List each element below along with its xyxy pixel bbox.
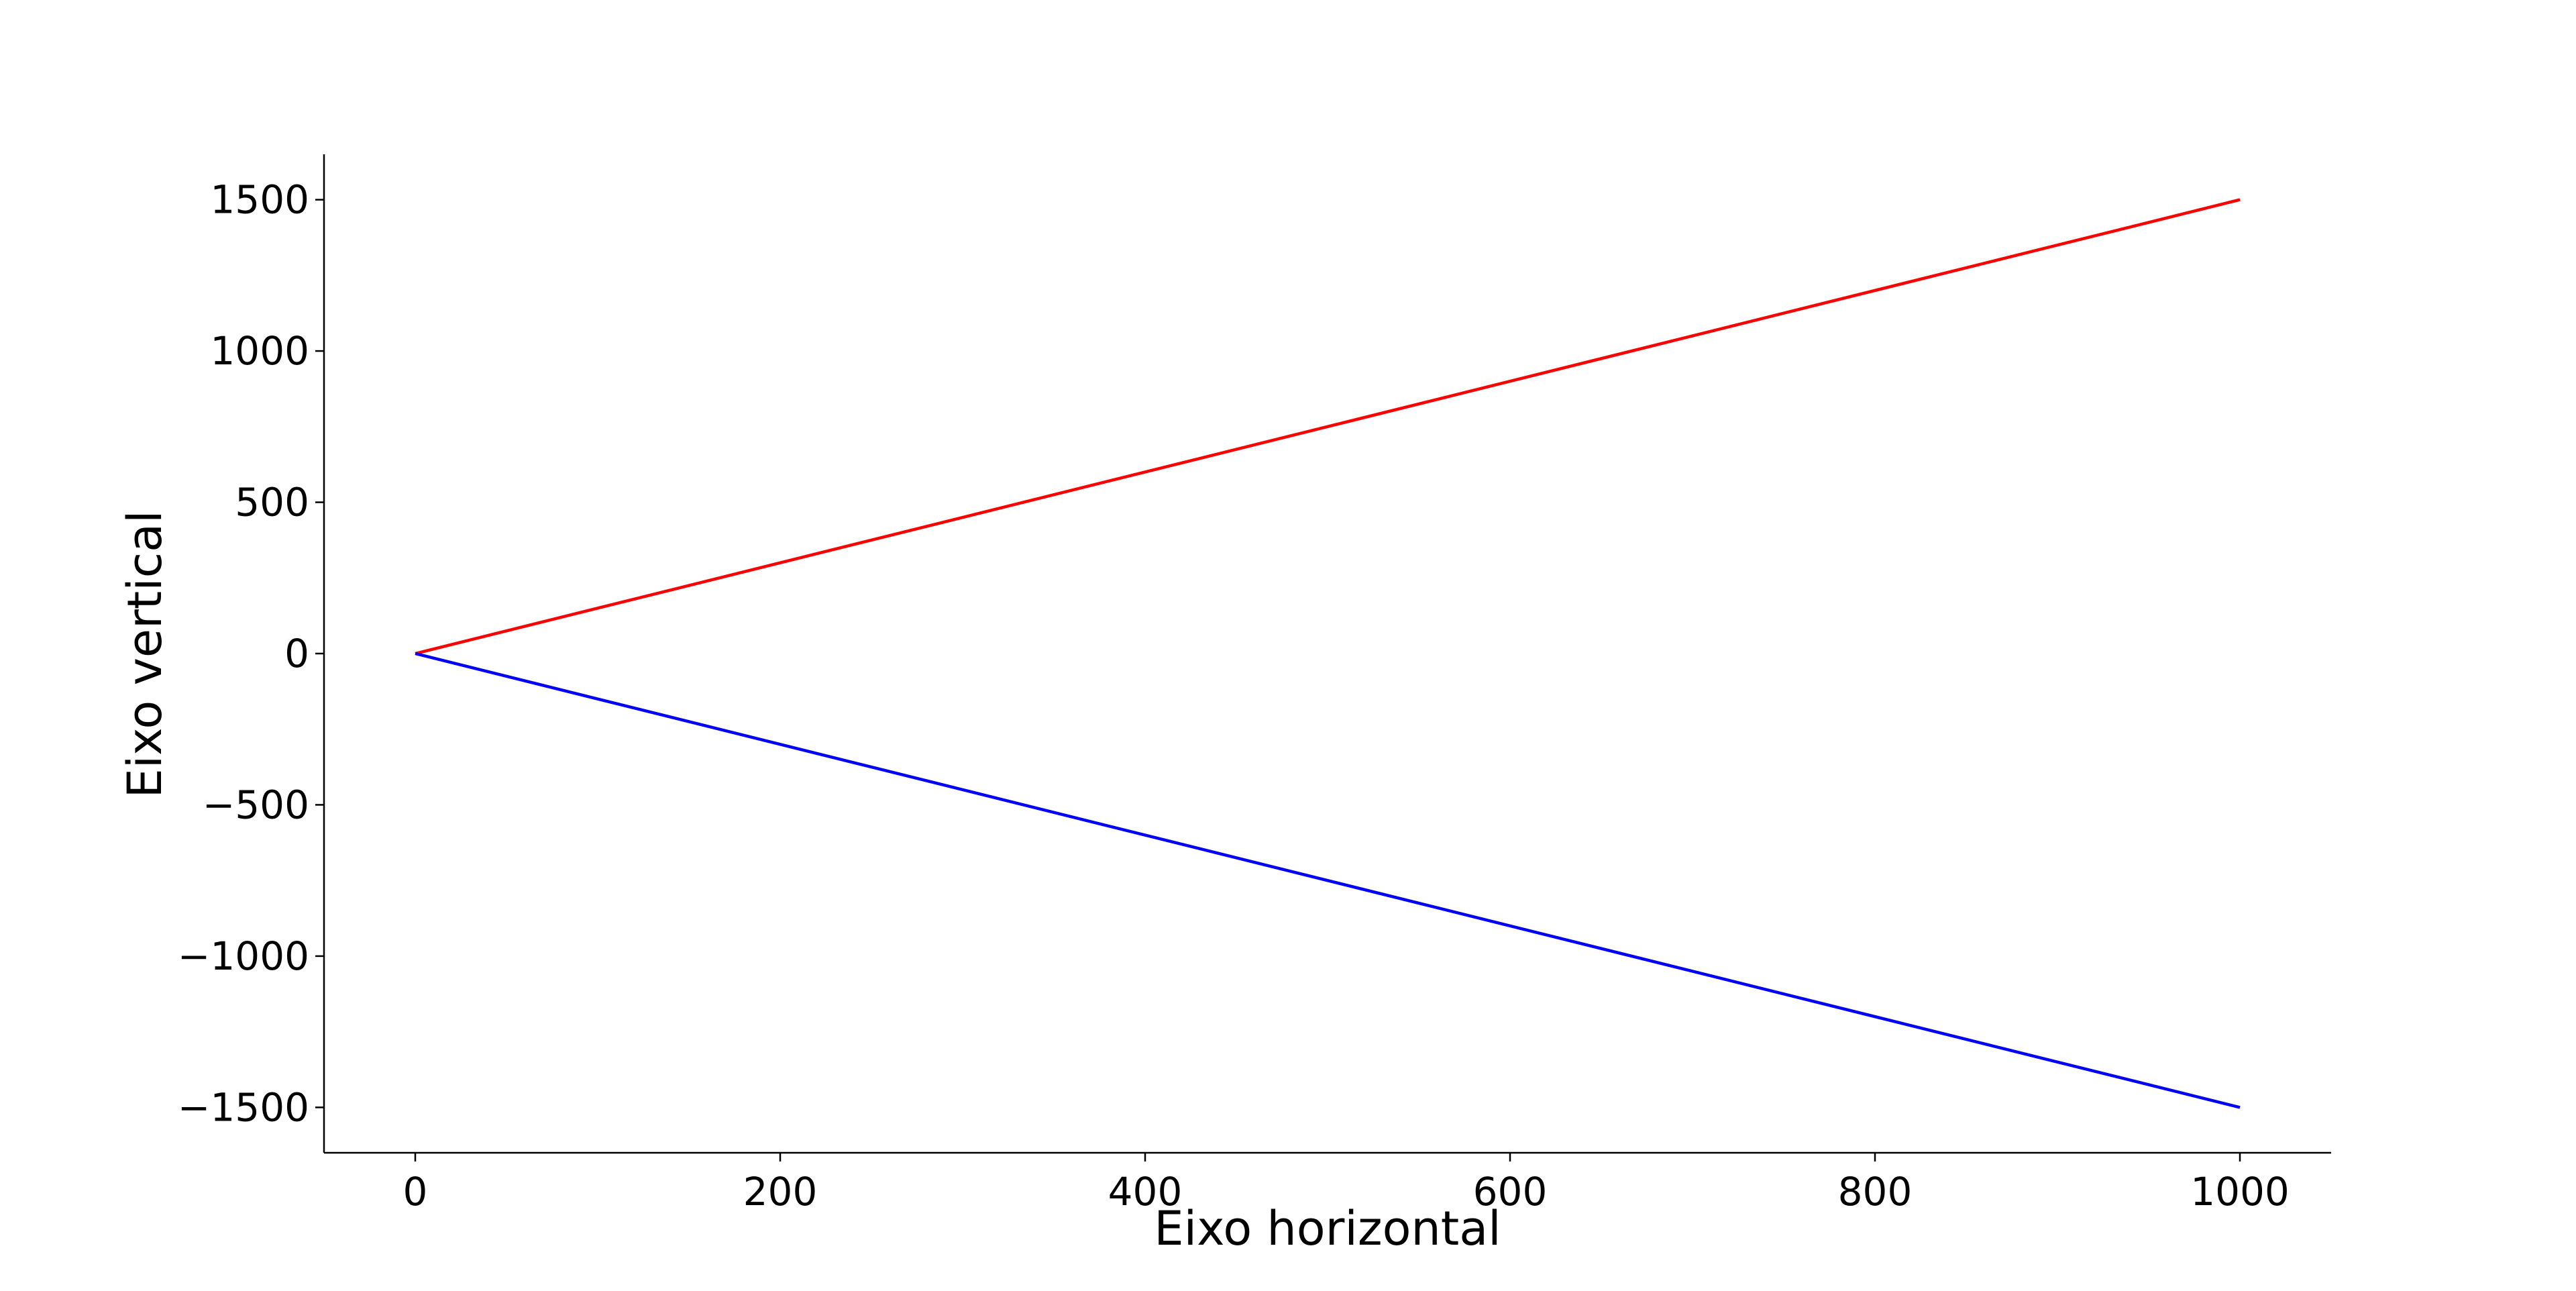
- x-tick-label: 800: [1838, 1169, 1913, 1215]
- series-line-1: [415, 652, 2241, 1109]
- axes-layer: [323, 154, 2331, 1154]
- x-tick-label: 400: [1108, 1169, 1183, 1215]
- y-tick-label: 1500: [210, 177, 309, 223]
- ticks-layer: 0 200 400 600 800 1000 −1500 −1000 −500 0 500 1000 1…: [178, 177, 2290, 1215]
- y-tick-label: −1000: [178, 933, 309, 979]
- y-tick-label: 1000: [210, 328, 309, 374]
- y-tick-label: 500: [235, 480, 309, 525]
- x-tick-label: 0: [403, 1169, 428, 1215]
- y-axis-label: Eixo vertical: [117, 510, 172, 798]
- x-tick-label: 200: [743, 1169, 818, 1215]
- x-tick-label: 600: [1473, 1169, 1548, 1215]
- y-tick-label: −1500: [178, 1084, 309, 1130]
- y-tick-label: 0: [284, 631, 309, 676]
- x-axis-label: Eixo horizontal: [1154, 1201, 1501, 1256]
- series-layer: [415, 198, 2241, 1109]
- y-tick-label: −500: [203, 782, 309, 827]
- x-tick-label: 1000: [2190, 1169, 2290, 1215]
- series-line-0: [415, 198, 2241, 656]
